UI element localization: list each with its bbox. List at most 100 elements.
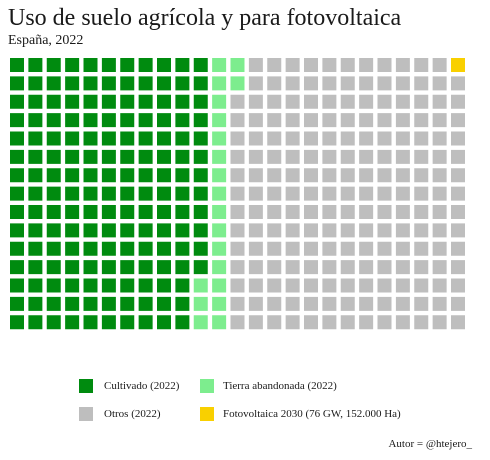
waffle-cell-otros bbox=[414, 223, 429, 238]
waffle-cell-cultivado bbox=[157, 315, 171, 330]
waffle-cell-otros bbox=[432, 76, 447, 91]
waffle-cell-cultivado bbox=[120, 205, 135, 219]
waffle-cell-otros bbox=[451, 168, 465, 183]
waffle-cell-cultivado bbox=[65, 113, 80, 128]
waffle-cell-cultivado bbox=[120, 131, 135, 146]
waffle-cell-fotovoltaica bbox=[451, 58, 465, 72]
waffle-cell-cultivado bbox=[65, 149, 80, 164]
waffle-cell-cultivado bbox=[157, 223, 171, 238]
waffle-cell-cultivado bbox=[28, 205, 43, 219]
waffle-cell-otros bbox=[451, 94, 465, 109]
waffle-cell-cultivado bbox=[120, 58, 135, 72]
waffle-cell-otros bbox=[304, 315, 318, 330]
waffle-cell-cultivado bbox=[138, 296, 153, 311]
waffle-cell-cultivado bbox=[83, 168, 98, 183]
waffle-cell-otros bbox=[267, 76, 282, 91]
chart-subtitle: España, 2022 bbox=[8, 33, 84, 48]
waffle-cell-otros bbox=[377, 241, 392, 256]
waffle-cell-otros bbox=[322, 278, 337, 293]
waffle-cell-otros bbox=[432, 168, 447, 183]
waffle-cell-otros bbox=[285, 260, 300, 275]
waffle-cell-otros bbox=[395, 76, 410, 91]
waffle-cell-tierra-abandonada bbox=[212, 315, 227, 330]
waffle-cell-cultivado bbox=[65, 260, 80, 275]
waffle-cell-otros bbox=[414, 149, 429, 164]
waffle-cell-otros bbox=[377, 278, 392, 293]
waffle-cell-otros bbox=[377, 260, 392, 275]
waffle-cell-otros bbox=[340, 76, 355, 91]
waffle-cell-cultivado bbox=[10, 278, 24, 293]
waffle-cell-otros bbox=[340, 168, 355, 183]
waffle-cell-cultivado bbox=[28, 76, 43, 91]
waffle-cell-otros bbox=[248, 223, 263, 238]
waffle-cell-otros bbox=[304, 241, 318, 256]
waffle-cell-cultivado bbox=[46, 131, 61, 146]
waffle-cell-cultivado bbox=[10, 149, 24, 164]
waffle-cell-otros bbox=[395, 131, 410, 146]
waffle-cell-cultivado bbox=[120, 186, 135, 201]
waffle-cell-otros bbox=[377, 113, 392, 128]
waffle-cell-otros bbox=[395, 241, 410, 256]
waffle-cell-otros bbox=[377, 94, 392, 109]
waffle-cell-otros bbox=[377, 205, 392, 219]
waffle-cell-otros bbox=[395, 278, 410, 293]
waffle-cell-cultivado bbox=[28, 58, 43, 72]
waffle-cell-otros bbox=[304, 168, 318, 183]
waffle-cell-otros bbox=[304, 296, 318, 311]
waffle-cell-cultivado bbox=[138, 223, 153, 238]
waffle-cell-otros bbox=[359, 149, 374, 164]
waffle-cell-otros bbox=[248, 260, 263, 275]
waffle-cell-otros bbox=[340, 205, 355, 219]
waffle-cell-otros bbox=[267, 205, 282, 219]
waffle-cell-otros bbox=[359, 131, 374, 146]
waffle-cell-cultivado bbox=[175, 296, 190, 311]
waffle-cell-cultivado bbox=[28, 241, 43, 256]
waffle-cell-otros bbox=[230, 113, 245, 128]
waffle-cell-otros bbox=[285, 278, 300, 293]
waffle-cell-cultivado bbox=[28, 315, 43, 330]
waffle-cell-otros bbox=[285, 296, 300, 311]
legend-label-cultivado: Cultivado (2022) bbox=[104, 380, 180, 392]
waffle-cell-otros bbox=[322, 168, 337, 183]
waffle-cell-otros bbox=[432, 113, 447, 128]
waffle-cell-cultivado bbox=[193, 58, 208, 72]
waffle-cell-cultivado bbox=[65, 315, 80, 330]
waffle-cell-cultivado bbox=[120, 94, 135, 109]
waffle-cell-cultivado bbox=[175, 186, 190, 201]
waffle-cell-otros bbox=[267, 260, 282, 275]
waffle-cell-otros bbox=[432, 149, 447, 164]
waffle-cell-otros bbox=[322, 223, 337, 238]
waffle-cell-cultivado bbox=[46, 205, 61, 219]
waffle-cell-otros bbox=[304, 76, 318, 91]
waffle-cell-otros bbox=[322, 94, 337, 109]
waffle-cell-cultivado bbox=[157, 260, 171, 275]
waffle-cell-cultivado bbox=[28, 168, 43, 183]
waffle-cell-otros bbox=[359, 315, 374, 330]
waffle-cell-cultivado bbox=[101, 149, 116, 164]
waffle-cell-otros bbox=[377, 296, 392, 311]
waffle-cell-otros bbox=[359, 205, 374, 219]
waffle-cell-cultivado bbox=[193, 168, 208, 183]
waffle-cell-cultivado bbox=[138, 94, 153, 109]
waffle-cell-cultivado bbox=[46, 223, 61, 238]
waffle-cell-cultivado bbox=[120, 113, 135, 128]
waffle-cell-cultivado bbox=[10, 296, 24, 311]
waffle-cell-cultivado bbox=[28, 149, 43, 164]
waffle-cell-otros bbox=[285, 223, 300, 238]
waffle-cell-cultivado bbox=[46, 296, 61, 311]
waffle-cell-otros bbox=[304, 149, 318, 164]
waffle-cell-cultivado bbox=[120, 149, 135, 164]
legend-label-fotovoltaica: Fotovoltaica 2030 (76 GW, 152.000 Ha) bbox=[223, 408, 401, 420]
waffle-cell-cultivado bbox=[193, 260, 208, 275]
waffle-cell-cultivado bbox=[193, 241, 208, 256]
waffle-cell-cultivado bbox=[65, 241, 80, 256]
waffle-cell-otros bbox=[340, 131, 355, 146]
waffle-cell-otros bbox=[432, 223, 447, 238]
waffle-cell-otros bbox=[451, 223, 465, 238]
waffle-cell-otros bbox=[414, 205, 429, 219]
waffle-cell-tierra-abandonada bbox=[212, 205, 227, 219]
waffle-cell-cultivado bbox=[138, 168, 153, 183]
waffle-cell-cultivado bbox=[138, 186, 153, 201]
waffle-cell-otros bbox=[359, 296, 374, 311]
waffle-cell-otros bbox=[304, 186, 318, 201]
